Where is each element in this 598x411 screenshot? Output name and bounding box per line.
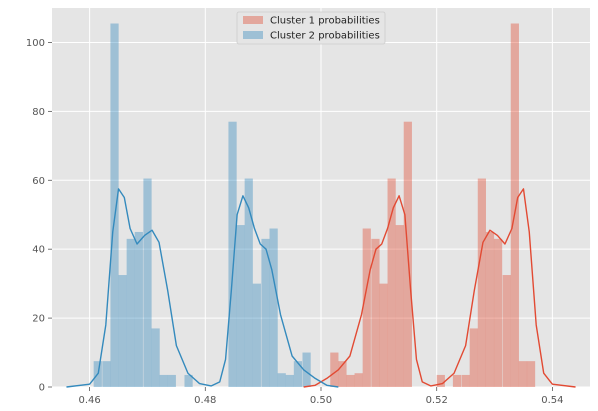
histogram-bar-cluster-2 bbox=[151, 328, 160, 387]
legend-swatch-cluster-2 bbox=[243, 31, 263, 39]
histogram-bar-cluster-2 bbox=[236, 225, 245, 387]
histogram-bar-cluster-1 bbox=[354, 373, 363, 387]
histogram-bar-cluster-2 bbox=[302, 352, 311, 387]
kde-line-cluster-1 bbox=[303, 188, 576, 388]
y-tick-label: 0 bbox=[39, 383, 45, 394]
histogram-bar-cluster-1 bbox=[379, 283, 388, 387]
histogram-bar-cluster-1 bbox=[330, 352, 339, 387]
legend: Cluster 1 probabilities Cluster 2 probab… bbox=[236, 11, 386, 45]
histogram-bar-cluster-1 bbox=[387, 178, 396, 387]
histogram-bar-cluster-1 bbox=[526, 361, 536, 387]
histogram-bar-cluster-1 bbox=[346, 374, 355, 387]
histogram-bar-cluster-1 bbox=[510, 23, 519, 387]
y-tick-label: 80 bbox=[32, 107, 45, 118]
histogram-bar-cluster-2 bbox=[167, 374, 176, 387]
legend-label-cluster-2: Cluster 2 probabilities bbox=[270, 31, 380, 42]
y-tick-label: 40 bbox=[32, 245, 45, 256]
histogram-bar-cluster-2 bbox=[252, 283, 261, 387]
y-tick-label: 20 bbox=[32, 314, 45, 325]
histogram-bar-cluster-1 bbox=[338, 361, 347, 387]
legend-swatch-cluster-1 bbox=[243, 16, 263, 24]
histogram-bar-cluster-2 bbox=[184, 374, 193, 387]
histogram-bar-cluster-1 bbox=[436, 374, 445, 387]
histogram-bar-cluster-1 bbox=[485, 231, 495, 387]
histogram-bar-cluster-2 bbox=[244, 178, 253, 387]
histogram-bar-cluster-2 bbox=[277, 373, 286, 387]
histogram-bar-cluster-1 bbox=[452, 374, 462, 387]
x-tick-label: 0.52 bbox=[426, 395, 448, 406]
histogram-bar-cluster-1 bbox=[371, 238, 380, 387]
x-tick-label: 0.48 bbox=[194, 395, 216, 406]
legend-label-cluster-1: Cluster 1 probabilities bbox=[270, 16, 380, 27]
histogram-bar-cluster-2 bbox=[118, 275, 127, 387]
histogram-bar-cluster-2 bbox=[261, 238, 270, 387]
histogram-bars bbox=[93, 23, 536, 387]
histogram-bar-cluster-2 bbox=[159, 374, 168, 387]
y-tick-label: 100 bbox=[26, 38, 45, 49]
histogram-bar-cluster-2 bbox=[126, 238, 135, 387]
histogram-bar-cluster-2 bbox=[143, 178, 152, 387]
y-tick-label: 60 bbox=[32, 176, 45, 187]
x-tick-label: 0.46 bbox=[78, 395, 100, 406]
kde-curves bbox=[66, 188, 576, 388]
histogram-bar-cluster-1 bbox=[395, 225, 404, 387]
axis-ticks: 0 20 40 60 80 100 0.46 0.48 0.50 0.52 0.54 bbox=[26, 38, 564, 406]
histogram-bar-cluster-1 bbox=[362, 228, 371, 387]
histogram-bar-cluster-1 bbox=[493, 238, 503, 387]
histogram-bar-cluster-2 bbox=[110, 23, 119, 387]
x-tick-label: 0.50 bbox=[310, 395, 332, 406]
x-tick-label: 0.54 bbox=[541, 395, 563, 406]
histogram-bar-cluster-1 bbox=[502, 275, 511, 387]
histogram-bar-cluster-1 bbox=[477, 178, 486, 387]
histogram-bar-cluster-2 bbox=[285, 374, 294, 387]
histogram-bar-cluster-2 bbox=[269, 228, 278, 387]
legend-frame bbox=[236, 11, 386, 45]
histogram-bar-cluster-1 bbox=[518, 361, 528, 387]
histogram-bar-cluster-2 bbox=[228, 121, 237, 387]
histogram-bar-cluster-2 bbox=[293, 361, 303, 387]
histogram-bar-cluster-1 bbox=[469, 328, 478, 387]
histogram-bar-cluster-2 bbox=[102, 361, 111, 387]
grid-lines bbox=[52, 8, 590, 388]
histogram-bar-cluster-1 bbox=[461, 374, 470, 387]
histogram-bar-cluster-2 bbox=[134, 231, 143, 387]
kde-line-cluster-2 bbox=[66, 188, 339, 388]
